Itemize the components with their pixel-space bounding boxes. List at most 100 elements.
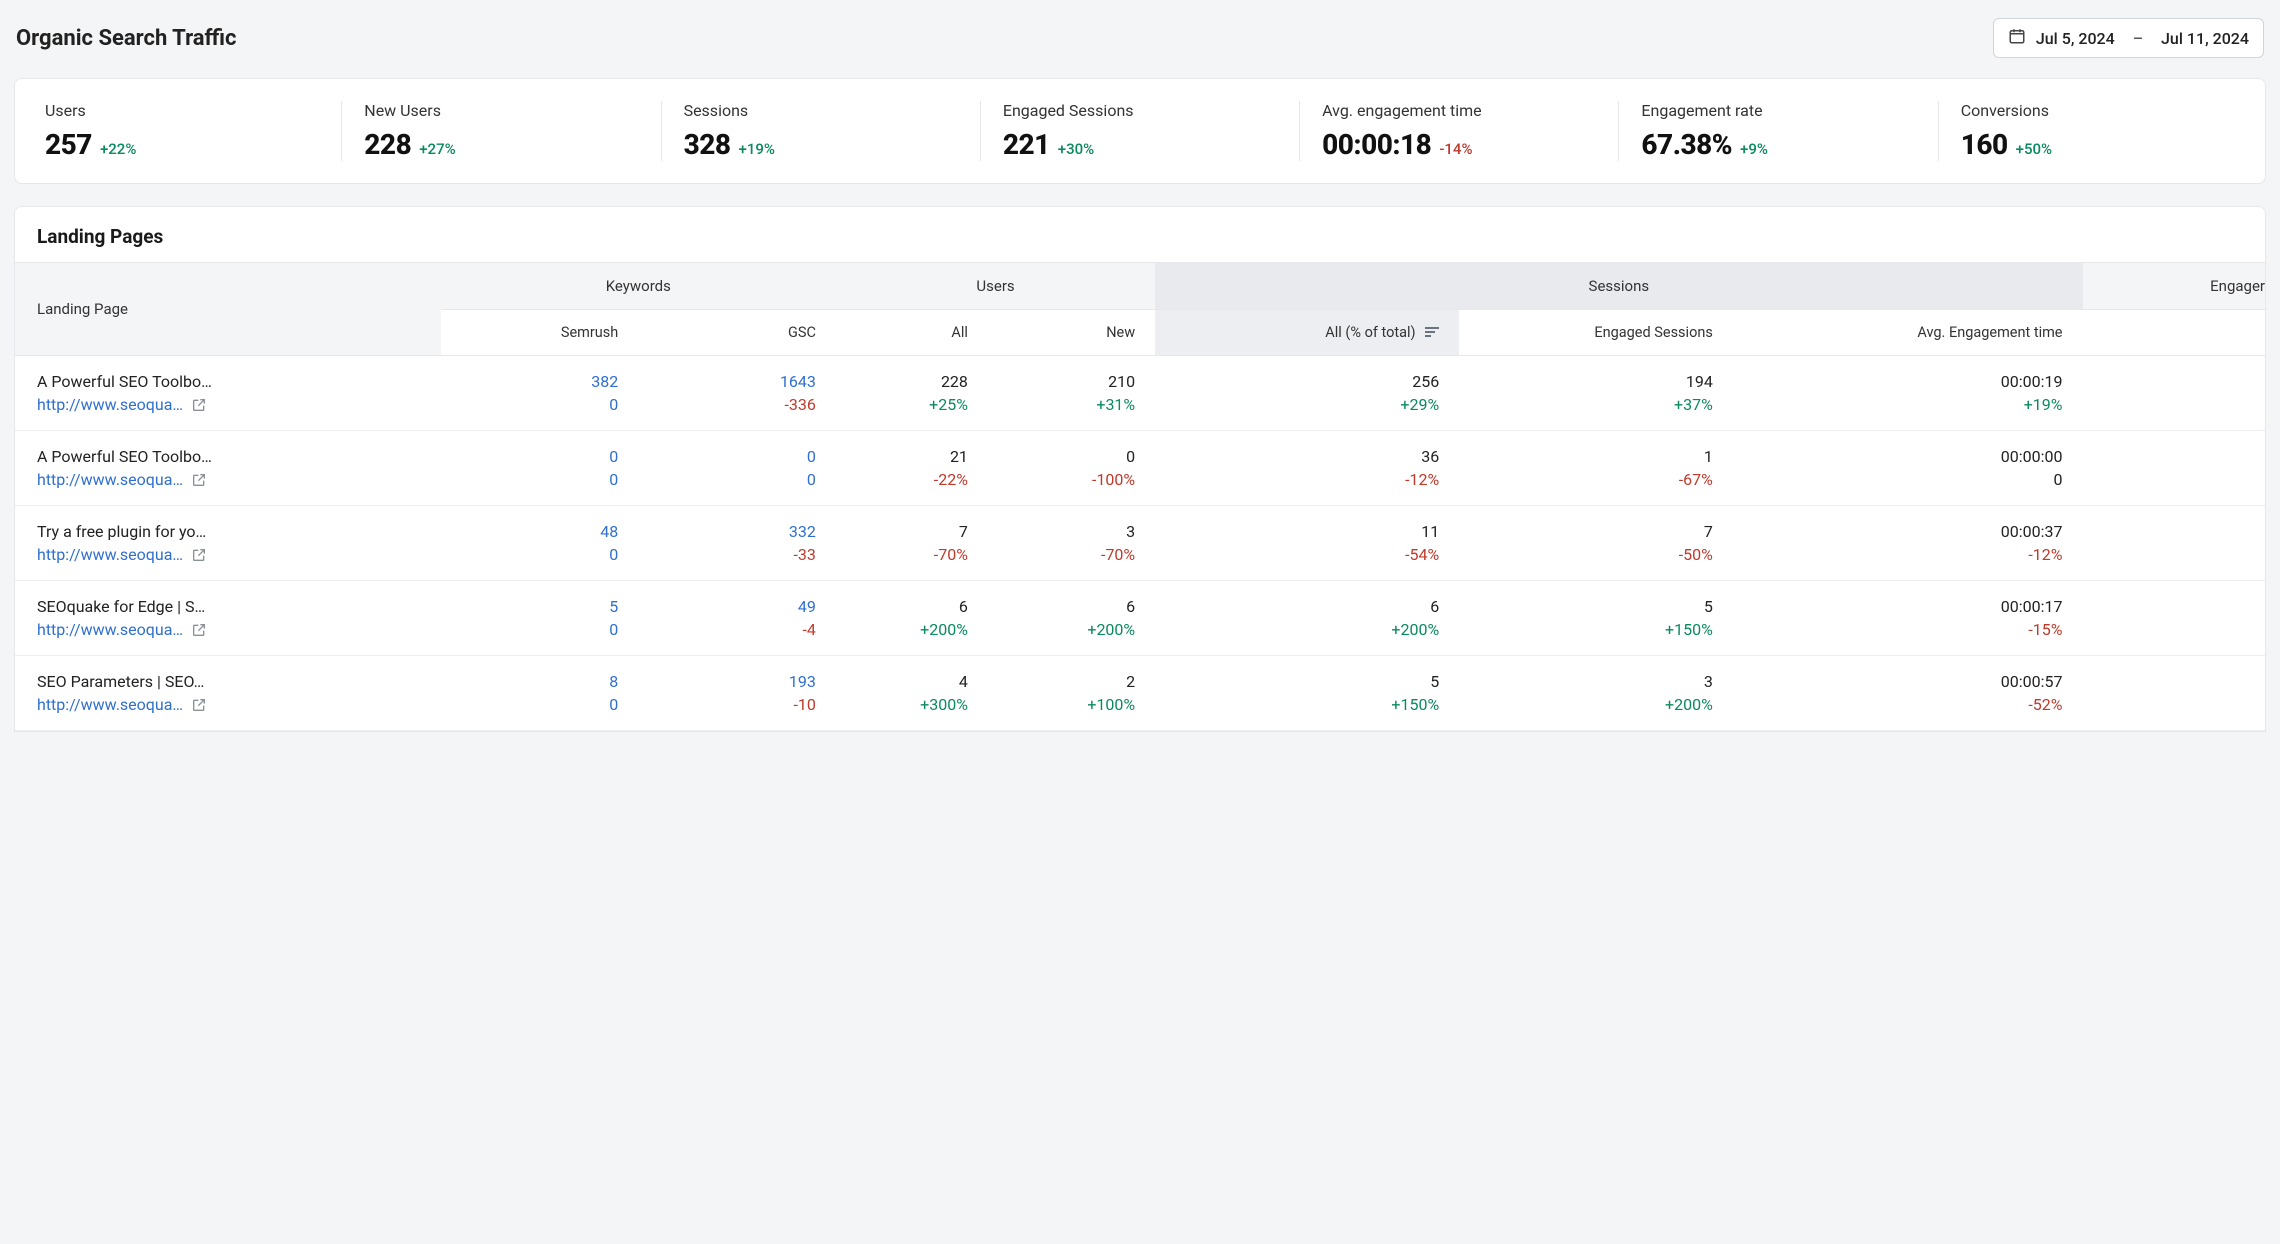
col-avg-engagement-time[interactable]: Avg. Engagement time	[1733, 310, 2083, 356]
page-title: Organic Search Traffic	[16, 26, 236, 51]
cell-gsc[interactable]: 332-33	[638, 506, 836, 581]
kpi-item[interactable]: Users257+22%	[23, 101, 342, 161]
kpi-label: Engagement rate	[1641, 101, 1915, 120]
cell-value: 00:00:00	[1745, 447, 2063, 466]
kpi-delta: +22%	[100, 140, 136, 158]
kpi-item[interactable]: Engagement rate67.38%+9%	[1619, 101, 1938, 161]
kpi-delta: +9%	[1740, 140, 1768, 158]
cell-users-new: 0-100%	[988, 431, 1155, 506]
landing-page-url[interactable]: http://www.seoqua…	[37, 545, 183, 564]
cell-spacer	[2083, 431, 2266, 506]
cell-delta: +150%	[1167, 695, 1439, 714]
cell-delta: +200%	[1167, 620, 1439, 639]
kpi-label: Avg. engagement time	[1322, 101, 1596, 120]
kpi-label: Sessions	[684, 101, 958, 120]
cell-delta: -50%	[1471, 545, 1713, 564]
cell-delta: -10	[650, 695, 816, 714]
kpi-item[interactable]: Avg. engagement time00:00:18-14%	[1300, 101, 1619, 161]
col-group-engagement: Engager	[2083, 263, 2266, 310]
page-header: Organic Search Traffic Jul 5, 2024 – Jul…	[14, 14, 2266, 62]
col-engaged-sessions[interactable]: Engaged Sessions	[1459, 310, 1733, 356]
cell-semrush[interactable]: 480	[441, 506, 639, 581]
cell-engaged-sessions: 1-67%	[1459, 431, 1733, 506]
cell-spacer	[2083, 356, 2266, 431]
cell-sessions-all: 6+200%	[1155, 581, 1459, 656]
landing-page-title[interactable]: Try a free plugin for yo…	[37, 522, 277, 541]
cell-value: 48	[453, 522, 619, 541]
col-sessions-all[interactable]: All (% of total)	[1155, 310, 1459, 356]
calendar-icon	[2008, 27, 2026, 49]
landing-page-url[interactable]: http://www.seoqua…	[37, 695, 183, 714]
cell-value: 256	[1167, 372, 1439, 391]
col-landing-page[interactable]: Landing Page	[15, 263, 441, 356]
cell-gsc[interactable]: 49-4	[638, 581, 836, 656]
cell-landing-page: SEO Parameters | SEO… http://www.seoqua…	[15, 656, 441, 731]
landing-page-url[interactable]: http://www.seoqua…	[37, 395, 183, 414]
table-body: A Powerful SEO Toolbo… http://www.seoqua……	[15, 356, 2265, 731]
kpi-value: 00:00:18	[1322, 128, 1431, 161]
cell-gsc[interactable]: 1643-336	[638, 356, 836, 431]
cell-semrush[interactable]: 00	[441, 431, 639, 506]
cell-value: 8	[453, 672, 619, 691]
cell-delta: +29%	[1167, 395, 1439, 414]
cell-sessions-all: 256 +29%	[1155, 356, 1459, 431]
landing-page-title[interactable]: SEOquake for Edge | S…	[37, 597, 277, 616]
cell-landing-page: A Powerful SEO Toolbo… http://www.seoqua…	[15, 356, 441, 431]
cell-users-all: 7-70%	[836, 506, 988, 581]
cell-value: 5	[1167, 672, 1439, 691]
landing-page-title[interactable]: A Powerful SEO Toolbo…	[37, 372, 277, 391]
kpi-label: Users	[45, 101, 319, 120]
cell-avg-time: 00:00:000	[1733, 431, 2083, 506]
date-range-picker[interactable]: Jul 5, 2024 – Jul 11, 2024	[1993, 18, 2264, 58]
cell-value: 00:00:19	[1745, 372, 2063, 391]
kpi-card: Users257+22%New Users228+27%Sessions328+…	[14, 78, 2266, 184]
cell-delta: +19%	[1745, 395, 2063, 414]
cell-value: 11	[1167, 522, 1439, 541]
cell-delta: -70%	[1000, 545, 1135, 564]
kpi-value: 221	[1003, 128, 1050, 161]
landing-page-title[interactable]: A Powerful SEO Toolbo…	[37, 447, 277, 466]
cell-delta: 0	[453, 695, 619, 714]
external-link-icon[interactable]	[191, 622, 207, 638]
cell-value: 6	[1000, 597, 1135, 616]
landing-page-url[interactable]: http://www.seoqua…	[37, 470, 183, 489]
col-sessions-all-label: All (% of total)	[1325, 324, 1415, 341]
kpi-item[interactable]: Engaged Sessions221+30%	[981, 101, 1300, 161]
cell-gsc[interactable]: 00	[638, 431, 836, 506]
external-link-icon[interactable]	[191, 697, 207, 713]
cell-delta: +200%	[1471, 695, 1713, 714]
col-spacer	[2083, 310, 2266, 356]
landing-page-url[interactable]: http://www.seoqua…	[37, 620, 183, 639]
kpi-label: New Users	[364, 101, 638, 120]
kpi-item[interactable]: Conversions160+50%	[1939, 101, 2257, 161]
external-link-icon[interactable]	[191, 472, 207, 488]
external-link-icon[interactable]	[191, 397, 207, 413]
external-link-icon[interactable]	[191, 547, 207, 563]
cell-landing-page: Try a free plugin for yo… http://www.seoq…	[15, 506, 441, 581]
landing-page-title[interactable]: SEO Parameters | SEO…	[37, 672, 277, 691]
cell-gsc[interactable]: 193-10	[638, 656, 836, 731]
cell-delta: +150%	[1471, 620, 1713, 639]
cell-semrush[interactable]: 50	[441, 581, 639, 656]
cell-value: 00:00:57	[1745, 672, 2063, 691]
cell-semrush[interactable]: 3820	[441, 356, 639, 431]
col-users-all[interactable]: All	[836, 310, 988, 356]
col-users-new[interactable]: New	[988, 310, 1155, 356]
cell-value: 1	[1471, 447, 1713, 466]
cell-avg-time: 00:00:37-12%	[1733, 506, 2083, 581]
cell-value: 00:00:17	[1745, 597, 2063, 616]
table-row: SEOquake for Edge | S… http://www.seoqua……	[15, 581, 2265, 656]
cell-delta: +200%	[848, 620, 968, 639]
date-separator: –	[2125, 29, 2151, 48]
cell-semrush[interactable]: 80	[441, 656, 639, 731]
cell-value: 2	[1000, 672, 1135, 691]
cell-value: 5	[453, 597, 619, 616]
cell-engaged-sessions: 3+200%	[1459, 656, 1733, 731]
cell-delta: -52%	[1745, 695, 2063, 714]
cell-value: 382	[453, 372, 619, 391]
kpi-item[interactable]: New Users228+27%	[342, 101, 661, 161]
col-gsc[interactable]: GSC	[638, 310, 836, 356]
kpi-item[interactable]: Sessions328+19%	[662, 101, 981, 161]
cell-users-new: 2+100%	[988, 656, 1155, 731]
col-semrush[interactable]: Semrush	[441, 310, 639, 356]
